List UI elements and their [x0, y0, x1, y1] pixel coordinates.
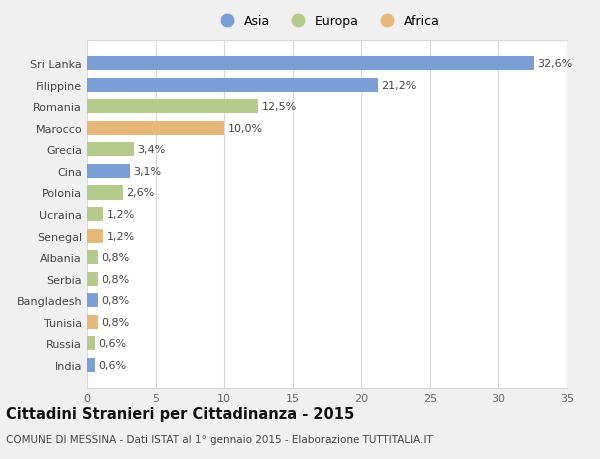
Text: 1,2%: 1,2% [107, 231, 135, 241]
Bar [87, 272, 98, 286]
Text: 2,6%: 2,6% [126, 188, 154, 198]
Text: 12,5%: 12,5% [262, 102, 297, 112]
Bar [87, 165, 130, 179]
Text: COMUNE DI MESSINA - Dati ISTAT al 1° gennaio 2015 - Elaborazione TUTTITALIA.IT: COMUNE DI MESSINA - Dati ISTAT al 1° gen… [6, 434, 433, 444]
Text: 10,0%: 10,0% [227, 123, 263, 134]
Text: 0,6%: 0,6% [98, 360, 127, 370]
Bar [87, 251, 98, 264]
Text: 0,8%: 0,8% [101, 317, 130, 327]
Bar [87, 336, 95, 351]
Bar [87, 78, 378, 93]
Bar [87, 294, 98, 308]
Text: 0,8%: 0,8% [101, 252, 130, 263]
Text: 0,8%: 0,8% [101, 274, 130, 284]
Text: 32,6%: 32,6% [538, 59, 573, 69]
Bar [87, 229, 103, 243]
Bar [87, 57, 534, 71]
Bar [87, 186, 122, 200]
Bar [87, 315, 98, 329]
Text: 21,2%: 21,2% [381, 81, 416, 90]
Text: 3,4%: 3,4% [137, 145, 166, 155]
Text: 1,2%: 1,2% [107, 210, 135, 219]
Bar [87, 122, 224, 135]
Bar [87, 207, 103, 222]
Bar [87, 358, 95, 372]
Bar [87, 100, 259, 114]
Legend: Asia, Europa, Africa: Asia, Europa, Africa [214, 15, 440, 28]
Text: Cittadini Stranieri per Cittadinanza - 2015: Cittadini Stranieri per Cittadinanza - 2… [6, 406, 354, 421]
Text: 3,1%: 3,1% [133, 167, 161, 177]
Text: 0,6%: 0,6% [98, 339, 127, 348]
Text: 0,8%: 0,8% [101, 296, 130, 306]
Bar [87, 143, 134, 157]
